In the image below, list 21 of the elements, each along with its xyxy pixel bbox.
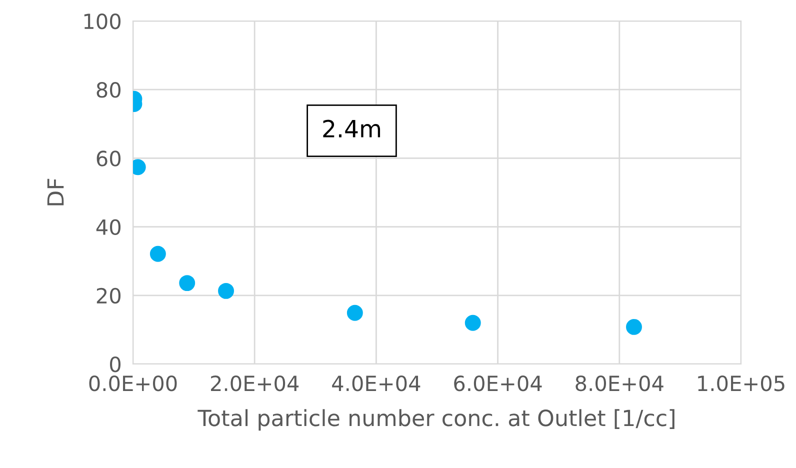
y-tick-label: 0 bbox=[110, 356, 121, 372]
annotation: 2.4m bbox=[323, 120, 380, 138]
point bbox=[150, 246, 166, 262]
y-tick-label: 100 bbox=[84, 13, 121, 30]
point bbox=[346, 304, 363, 321]
point bbox=[179, 275, 196, 292]
point bbox=[218, 282, 234, 299]
x-tick-label: 4.0E+04 bbox=[332, 375, 420, 392]
x-tick-label: 0.0E+00 bbox=[89, 375, 177, 392]
x-tick-label: 8.0E+04 bbox=[576, 375, 664, 392]
point bbox=[626, 318, 642, 335]
x-tick-label: 1.0E+05 bbox=[698, 375, 784, 392]
y-tick-label: 60 bbox=[96, 150, 121, 166]
y-axis-title: DF bbox=[47, 178, 64, 206]
y-tick-label: 40 bbox=[96, 219, 121, 236]
point bbox=[464, 314, 481, 331]
y-tick-label: 80 bbox=[96, 82, 121, 98]
y-tick-label: 20 bbox=[96, 288, 121, 304]
x-tick-label: 2.0E+04 bbox=[210, 375, 299, 392]
x-axis-title: Total particle number conc. at Outlet [1/cc] bbox=[198, 409, 674, 431]
x-tick-label: 6.0E+04 bbox=[454, 375, 542, 392]
